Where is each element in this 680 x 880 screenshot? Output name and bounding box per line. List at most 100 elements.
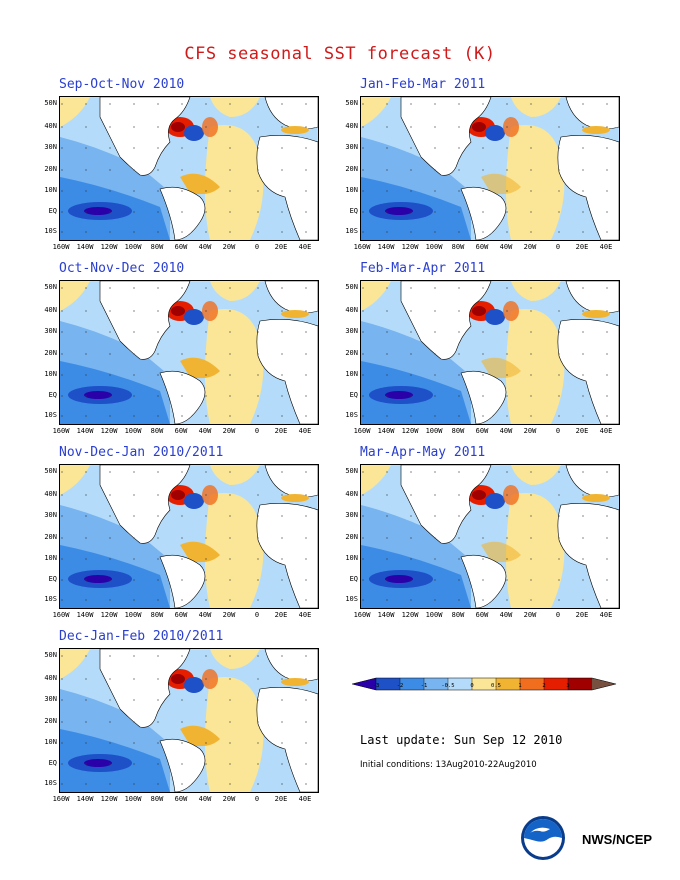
lat-tick-label: 40N xyxy=(345,490,358,498)
panel-title: Sep-Oct-Nov 2010 xyxy=(59,77,185,92)
lon-tick-label: 160W xyxy=(52,427,70,435)
lat-tick-label: 50N xyxy=(44,467,57,475)
lat-tick-label: EQ xyxy=(349,575,358,583)
lon-tick-label: 120W xyxy=(401,243,419,251)
legend-tick-label: 1 xyxy=(518,683,521,689)
legend-tick-label: -2 xyxy=(397,683,404,689)
lat-tick-label: 20N xyxy=(44,165,57,173)
legend-swatch xyxy=(592,678,616,690)
lon-tick-label: 60W xyxy=(475,427,489,435)
sst-map xyxy=(59,648,319,793)
lon-tick-label: 80W xyxy=(150,795,164,803)
lon-tick-label: 160W xyxy=(353,243,371,251)
lat-tick-label: 30N xyxy=(44,511,57,519)
page-title: CFS seasonal SST forecast (K) xyxy=(184,44,496,64)
legend-tick-label: -1 xyxy=(421,683,428,689)
lon-tick-label: 20E xyxy=(274,611,288,619)
lat-tick-label: 40N xyxy=(44,122,57,130)
lon-tick-label: 100W xyxy=(124,243,142,251)
lat-tick-label: 30N xyxy=(345,327,358,335)
lat-tick-label: 20N xyxy=(44,533,57,541)
lat-tick-label: 20N xyxy=(44,349,57,357)
lat-tick-label: 10S xyxy=(345,411,358,419)
lon-tick-label: 160W xyxy=(52,611,70,619)
lat-tick-label: EQ xyxy=(48,391,57,399)
lon-tick-label: 80W xyxy=(451,427,465,435)
sst-map xyxy=(360,464,620,609)
lat-tick-label: 10S xyxy=(345,227,358,235)
lat-tick-label: 30N xyxy=(44,143,57,151)
lat-tick-label: 50N xyxy=(44,651,57,659)
lon-tick-label: 40E xyxy=(298,795,312,803)
lat-tick-label: 50N xyxy=(345,467,358,475)
sst-map xyxy=(59,96,319,241)
legend-tick-label: 0.5 xyxy=(491,683,501,689)
lon-tick-label: 120W xyxy=(100,243,118,251)
panel-title: Mar-Apr-May 2011 xyxy=(360,445,486,460)
lat-tick-label: 50N xyxy=(345,283,358,291)
lon-tick-label: 140W xyxy=(377,611,395,619)
lon-tick-label: 120W xyxy=(401,427,419,435)
legend-swatch xyxy=(496,678,520,690)
lat-tick-label: EQ xyxy=(349,391,358,399)
lat-tick-label: 30N xyxy=(44,695,57,703)
lon-tick-label: 80W xyxy=(451,243,465,251)
lon-tick-label: 40W xyxy=(198,795,212,803)
lat-tick-label: 40N xyxy=(345,122,358,130)
sst-map xyxy=(59,280,319,425)
lat-tick-label: 30N xyxy=(345,143,358,151)
lat-tick-label: 10S xyxy=(44,227,57,235)
lat-tick-label: 40N xyxy=(44,674,57,682)
lon-tick-label: 140W xyxy=(76,427,94,435)
legend-swatch xyxy=(568,678,592,690)
legend-swatch xyxy=(352,678,376,690)
lat-tick-label: 20N xyxy=(345,349,358,357)
lat-tick-label: EQ xyxy=(349,207,358,215)
lon-tick-label: 20E xyxy=(274,243,288,251)
lon-tick-label: 120W xyxy=(100,427,118,435)
lon-tick-label: 40W xyxy=(499,611,513,619)
lon-tick-label: 20E xyxy=(575,611,589,619)
legend-swatch xyxy=(448,678,472,690)
lon-tick-label: 20W xyxy=(523,243,537,251)
lon-tick-label: 40W xyxy=(198,427,212,435)
lat-tick-label: 20N xyxy=(345,165,358,173)
lon-tick-label: 100W xyxy=(425,243,443,251)
lat-tick-label: 50N xyxy=(44,99,57,107)
sst-map xyxy=(360,96,620,241)
lat-tick-label: EQ xyxy=(48,207,57,215)
lat-tick-label: 10S xyxy=(44,779,57,787)
lat-tick-label: 10N xyxy=(44,738,57,746)
legend-tick-label: 0 xyxy=(470,683,473,689)
lon-tick-label: 120W xyxy=(100,795,118,803)
lon-tick-label: 80W xyxy=(451,611,465,619)
legend-swatch xyxy=(424,678,448,690)
lon-tick-label: 0 xyxy=(254,427,260,435)
lon-tick-label: 20W xyxy=(222,243,236,251)
lon-tick-label: 140W xyxy=(76,795,94,803)
panel-title: Jan-Feb-Mar 2011 xyxy=(360,77,486,92)
lon-tick-label: 160W xyxy=(353,427,371,435)
lon-tick-label: 40E xyxy=(298,611,312,619)
lat-tick-label: 30N xyxy=(44,327,57,335)
lon-tick-label: 100W xyxy=(425,427,443,435)
lat-tick-label: 10N xyxy=(44,370,57,378)
sst-map xyxy=(59,464,319,609)
lon-tick-label: 100W xyxy=(124,795,142,803)
lat-tick-label: EQ xyxy=(48,575,57,583)
lon-tick-label: 40E xyxy=(298,427,312,435)
last-update-text: Last update: Sun Sep 12 2010 xyxy=(360,733,563,747)
panel-title: Nov-Dec-Jan 2010/2011 xyxy=(59,445,224,460)
lon-tick-label: 80W xyxy=(150,427,164,435)
legend-swatch xyxy=(400,678,424,690)
lat-tick-label: EQ xyxy=(48,759,57,767)
lon-tick-label: 140W xyxy=(377,427,395,435)
legend-tick-label: 3 xyxy=(566,683,569,689)
lon-tick-label: 20E xyxy=(575,243,589,251)
lon-tick-label: 40E xyxy=(298,243,312,251)
legend-swatch xyxy=(544,678,568,690)
lon-tick-label: 0 xyxy=(555,427,561,435)
lon-tick-label: 40W xyxy=(198,611,212,619)
lon-tick-label: 80W xyxy=(150,611,164,619)
lon-tick-label: 40W xyxy=(198,243,212,251)
